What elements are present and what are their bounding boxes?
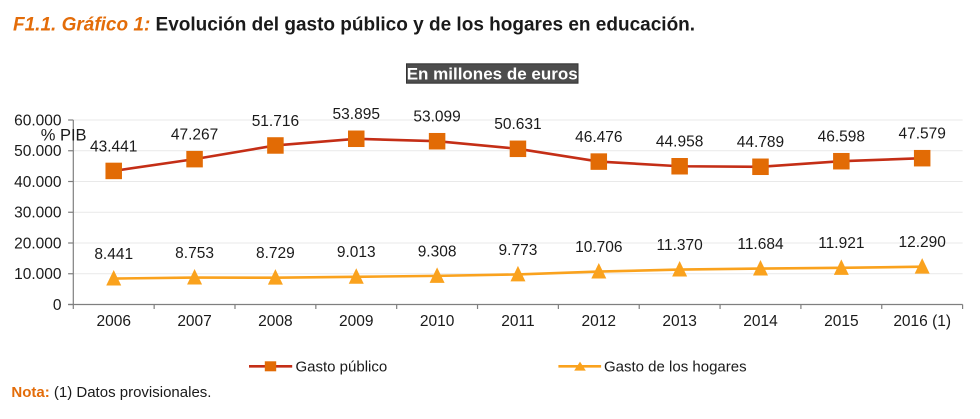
svg-text:2007: 2007	[177, 313, 211, 330]
svg-text:51.716: 51.716	[252, 113, 299, 130]
svg-text:9.773: 9.773	[499, 242, 538, 259]
svg-text:43.441: 43.441	[90, 138, 137, 155]
svg-text:11.921: 11.921	[818, 235, 864, 252]
svg-text:8.729: 8.729	[256, 245, 295, 262]
svg-text:2012: 2012	[582, 313, 616, 330]
svg-text:40.000: 40.000	[14, 174, 62, 191]
svg-text:50.000: 50.000	[14, 143, 62, 160]
svg-text:44.789: 44.789	[737, 134, 784, 151]
svg-text:9.013: 9.013	[337, 244, 376, 261]
svg-text:20.000: 20.000	[14, 235, 62, 252]
svg-text:2014: 2014	[743, 313, 778, 330]
svg-text:11.684: 11.684	[737, 236, 784, 253]
svg-text:2016 (1): 2016 (1)	[893, 313, 951, 330]
svg-text:2011: 2011	[501, 313, 534, 330]
svg-text:12.290: 12.290	[898, 234, 946, 251]
svg-text:11.370: 11.370	[657, 237, 704, 254]
svg-text:60.000: 60.000	[14, 112, 62, 129]
svg-text:% PIB: % PIB	[41, 126, 87, 144]
svg-text:Gasto público: Gasto público	[296, 359, 388, 376]
svg-text:8.753: 8.753	[175, 245, 214, 262]
svg-text:2006: 2006	[96, 313, 130, 330]
svg-text:46.598: 46.598	[818, 129, 865, 146]
svg-text:2008: 2008	[258, 313, 292, 330]
svg-text:30.000: 30.000	[14, 205, 62, 222]
svg-text:50.631: 50.631	[494, 116, 541, 133]
svg-text:En millones de euros: En millones de euros	[407, 64, 578, 83]
svg-text:Nota: (1) Datos provisionales.: Nota: (1) Datos provisionales.	[11, 384, 211, 401]
svg-text:53.895: 53.895	[333, 106, 380, 123]
svg-text:9.308: 9.308	[418, 243, 457, 260]
svg-text:2010: 2010	[420, 313, 455, 330]
svg-text:44.958: 44.958	[656, 134, 703, 151]
svg-text:8.441: 8.441	[94, 246, 133, 263]
svg-text:47.267: 47.267	[171, 127, 218, 144]
svg-text:2009: 2009	[339, 313, 373, 330]
svg-text:46.476: 46.476	[575, 129, 622, 146]
svg-text:47.579: 47.579	[898, 126, 945, 143]
svg-text:2013: 2013	[662, 313, 696, 330]
svg-text:2015: 2015	[824, 313, 858, 330]
svg-text:53.099: 53.099	[413, 109, 460, 126]
svg-text:0: 0	[53, 297, 62, 314]
svg-text:F1.1. Gráfico 1: Evolución del: F1.1. Gráfico 1: Evolución del gasto púb…	[13, 15, 695, 36]
svg-text:10.706: 10.706	[575, 239, 622, 256]
svg-text:10.000: 10.000	[14, 266, 62, 283]
svg-text:Gasto de los hogares: Gasto de los hogares	[604, 359, 747, 376]
